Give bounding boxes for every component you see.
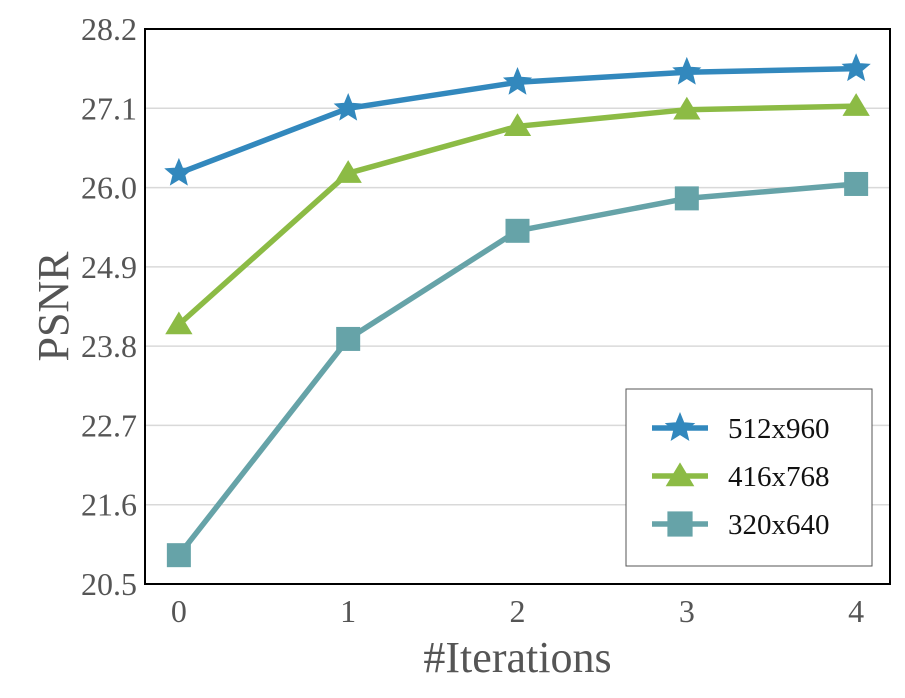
- y-tick-label: 27.1: [81, 90, 137, 126]
- data-point-triangle: [842, 93, 870, 116]
- data-point-square: [844, 171, 869, 196]
- data-point-square: [674, 186, 699, 211]
- data-point-square: [505, 218, 530, 243]
- data-point-triangle: [334, 160, 362, 183]
- x-axis-ticks: 0 1 2 3 4: [171, 593, 864, 629]
- legend-item: 416x768: [652, 461, 830, 493]
- legend-label: 416x768: [728, 461, 830, 493]
- data-point-star: [664, 411, 696, 441]
- legend-label: 320x640: [728, 509, 830, 541]
- legend: 512x960 416x768 320x640: [625, 388, 873, 567]
- data-point-star: [164, 157, 194, 186]
- legend-item: 320x640: [652, 509, 830, 541]
- data-point-triangle: [665, 462, 695, 487]
- data-point-star: [672, 56, 702, 85]
- series-320x640: [166, 171, 869, 568]
- y-axis-ticks: 20.5 21.6 22.7 23.8 24.9 26.0 27.1 28.2: [81, 11, 137, 602]
- data-point-triangle: [503, 113, 532, 137]
- y-tick-label: 23.8: [81, 328, 137, 364]
- x-tick-label: 0: [171, 593, 187, 629]
- legend-item: 512x960: [652, 411, 830, 445]
- x-tick-label: 3: [679, 593, 695, 629]
- legend-label: 512x960: [728, 413, 830, 445]
- data-point-star: [333, 92, 363, 121]
- x-axis-label: #Iterations: [423, 633, 611, 682]
- y-tick-label: 28.2: [81, 11, 137, 47]
- data-point-square: [166, 543, 191, 568]
- x-tick-label: 2: [510, 593, 526, 629]
- data-point-star: [502, 66, 533, 95]
- plot-frame: [144, 28, 891, 585]
- data-point-star: [841, 53, 871, 82]
- data-point-square: [336, 326, 361, 351]
- y-tick-label: 20.5: [81, 566, 137, 602]
- x-tick-label: 4: [848, 593, 864, 629]
- y-tick-label: 26.0: [81, 170, 137, 206]
- x-tick-label: 1: [340, 593, 356, 629]
- series-layer: [164, 53, 871, 568]
- series-line: [177, 103, 857, 327]
- y-axis-label: PSNR: [29, 251, 78, 362]
- series-416x768: [165, 93, 870, 335]
- series-512x960: [164, 53, 871, 186]
- y-tick-label: 21.6: [81, 487, 137, 523]
- data-point-triangle: [673, 96, 701, 120]
- data-point-triangle: [165, 311, 193, 335]
- y-tick-label: 24.9: [81, 249, 137, 285]
- data-point-square: [667, 511, 693, 537]
- y-tick-label: 22.7: [81, 407, 137, 443]
